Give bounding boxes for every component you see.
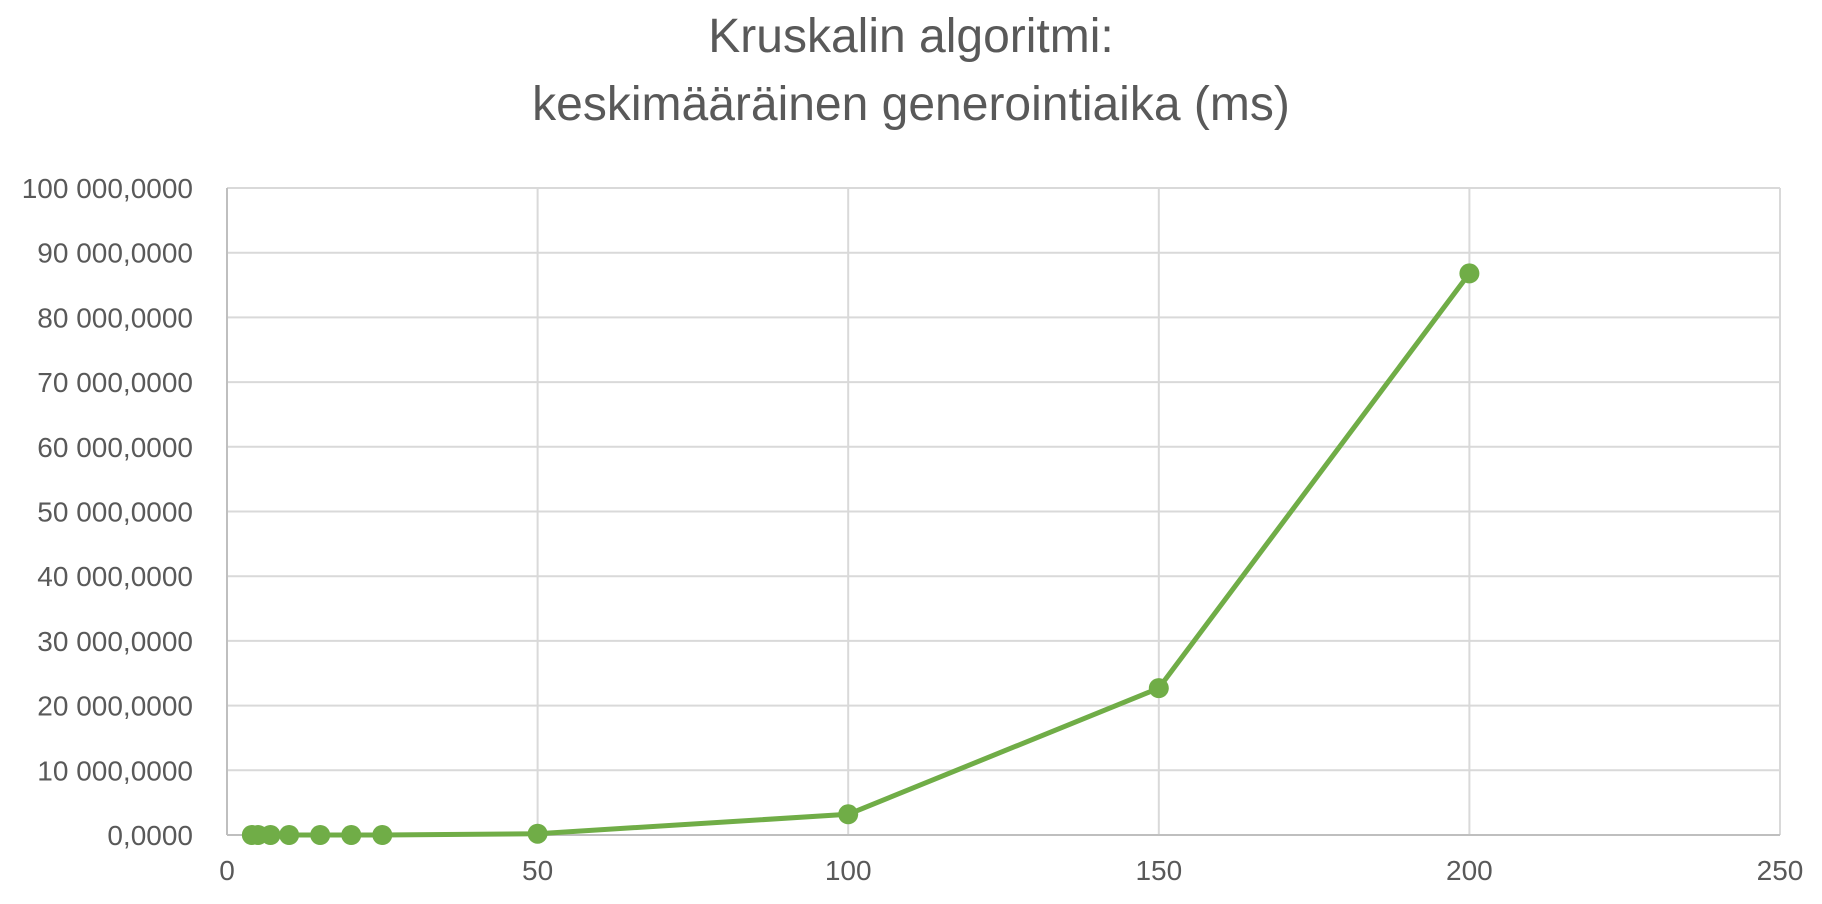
data-point-marker: [310, 825, 331, 845]
y-tick-label: 0,0000: [107, 820, 193, 851]
y-tick-label: 100 000,0000: [22, 173, 193, 204]
data-point-marker: [1459, 263, 1480, 284]
series-line: [249, 270, 1472, 838]
data-point-marker: [1148, 678, 1169, 699]
data-point-marker: [527, 823, 548, 844]
y-tick-label: 60 000,0000: [37, 432, 193, 463]
x-axis-tick-labels: 0 50 100 150 200 250: [219, 855, 1803, 886]
y-tick-label: 10 000,0000: [37, 755, 193, 786]
chart-title-line-2: keskimääräinen generointiaika (ms): [532, 78, 1290, 131]
y-tick-label: 30 000,0000: [37, 626, 193, 657]
y-tick-label: 70 000,0000: [37, 367, 193, 398]
data-point-marker: [279, 825, 300, 845]
y-tick-label: 80 000,0000: [37, 302, 193, 333]
data-point-marker: [260, 825, 281, 845]
chart-title-line-1: Kruskalin algoritmi:: [708, 10, 1113, 63]
y-axis-tick-labels: 0,0000 10 000,0000 20 000,0000 30 000,0000 4…: [22, 173, 193, 851]
y-tick-label: 40 000,0000: [37, 561, 193, 592]
x-tick-label: 0: [219, 855, 235, 886]
data-point-marker: [372, 825, 393, 845]
x-tick-label: 150: [1135, 855, 1182, 886]
gridlines: [227, 187, 1781, 835]
x-tick-label: 50: [522, 855, 553, 886]
y-tick-label: 90 000,0000: [37, 238, 193, 269]
data-point-marker: [838, 804, 859, 825]
data-series: [241, 263, 1480, 845]
y-tick-label: 20 000,0000: [37, 691, 193, 722]
chart-title: Kruskalin algoritmi: keskimääräinen gene…: [532, 10, 1290, 131]
x-tick-label: 200: [1446, 855, 1493, 886]
y-tick-label: 50 000,0000: [37, 497, 193, 528]
data-point-marker: [341, 825, 362, 845]
x-tick-label: 250: [1757, 855, 1804, 886]
x-tick-label: 100: [825, 855, 872, 886]
